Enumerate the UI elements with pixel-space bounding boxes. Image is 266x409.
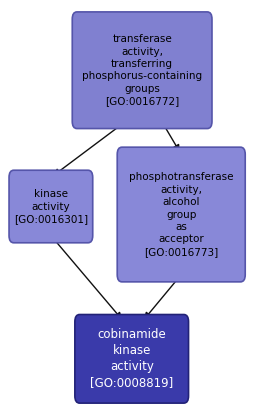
FancyBboxPatch shape [72,12,212,128]
Text: transferase
activity,
transferring
phosphorus-containing
groups
[GO:0016772]: transferase activity, transferring phosp… [82,34,202,106]
FancyBboxPatch shape [117,147,245,282]
FancyBboxPatch shape [75,315,189,403]
FancyBboxPatch shape [9,170,93,243]
Text: cobinamide
kinase
activity
[GO:0008819]: cobinamide kinase activity [GO:0008819] [90,328,173,389]
Text: kinase
activity
[GO:0016301]: kinase activity [GO:0016301] [14,189,88,224]
Text: phosphotransferase
activity,
alcohol
group
as
acceptor
[GO:0016773]: phosphotransferase activity, alcohol gro… [129,172,234,257]
